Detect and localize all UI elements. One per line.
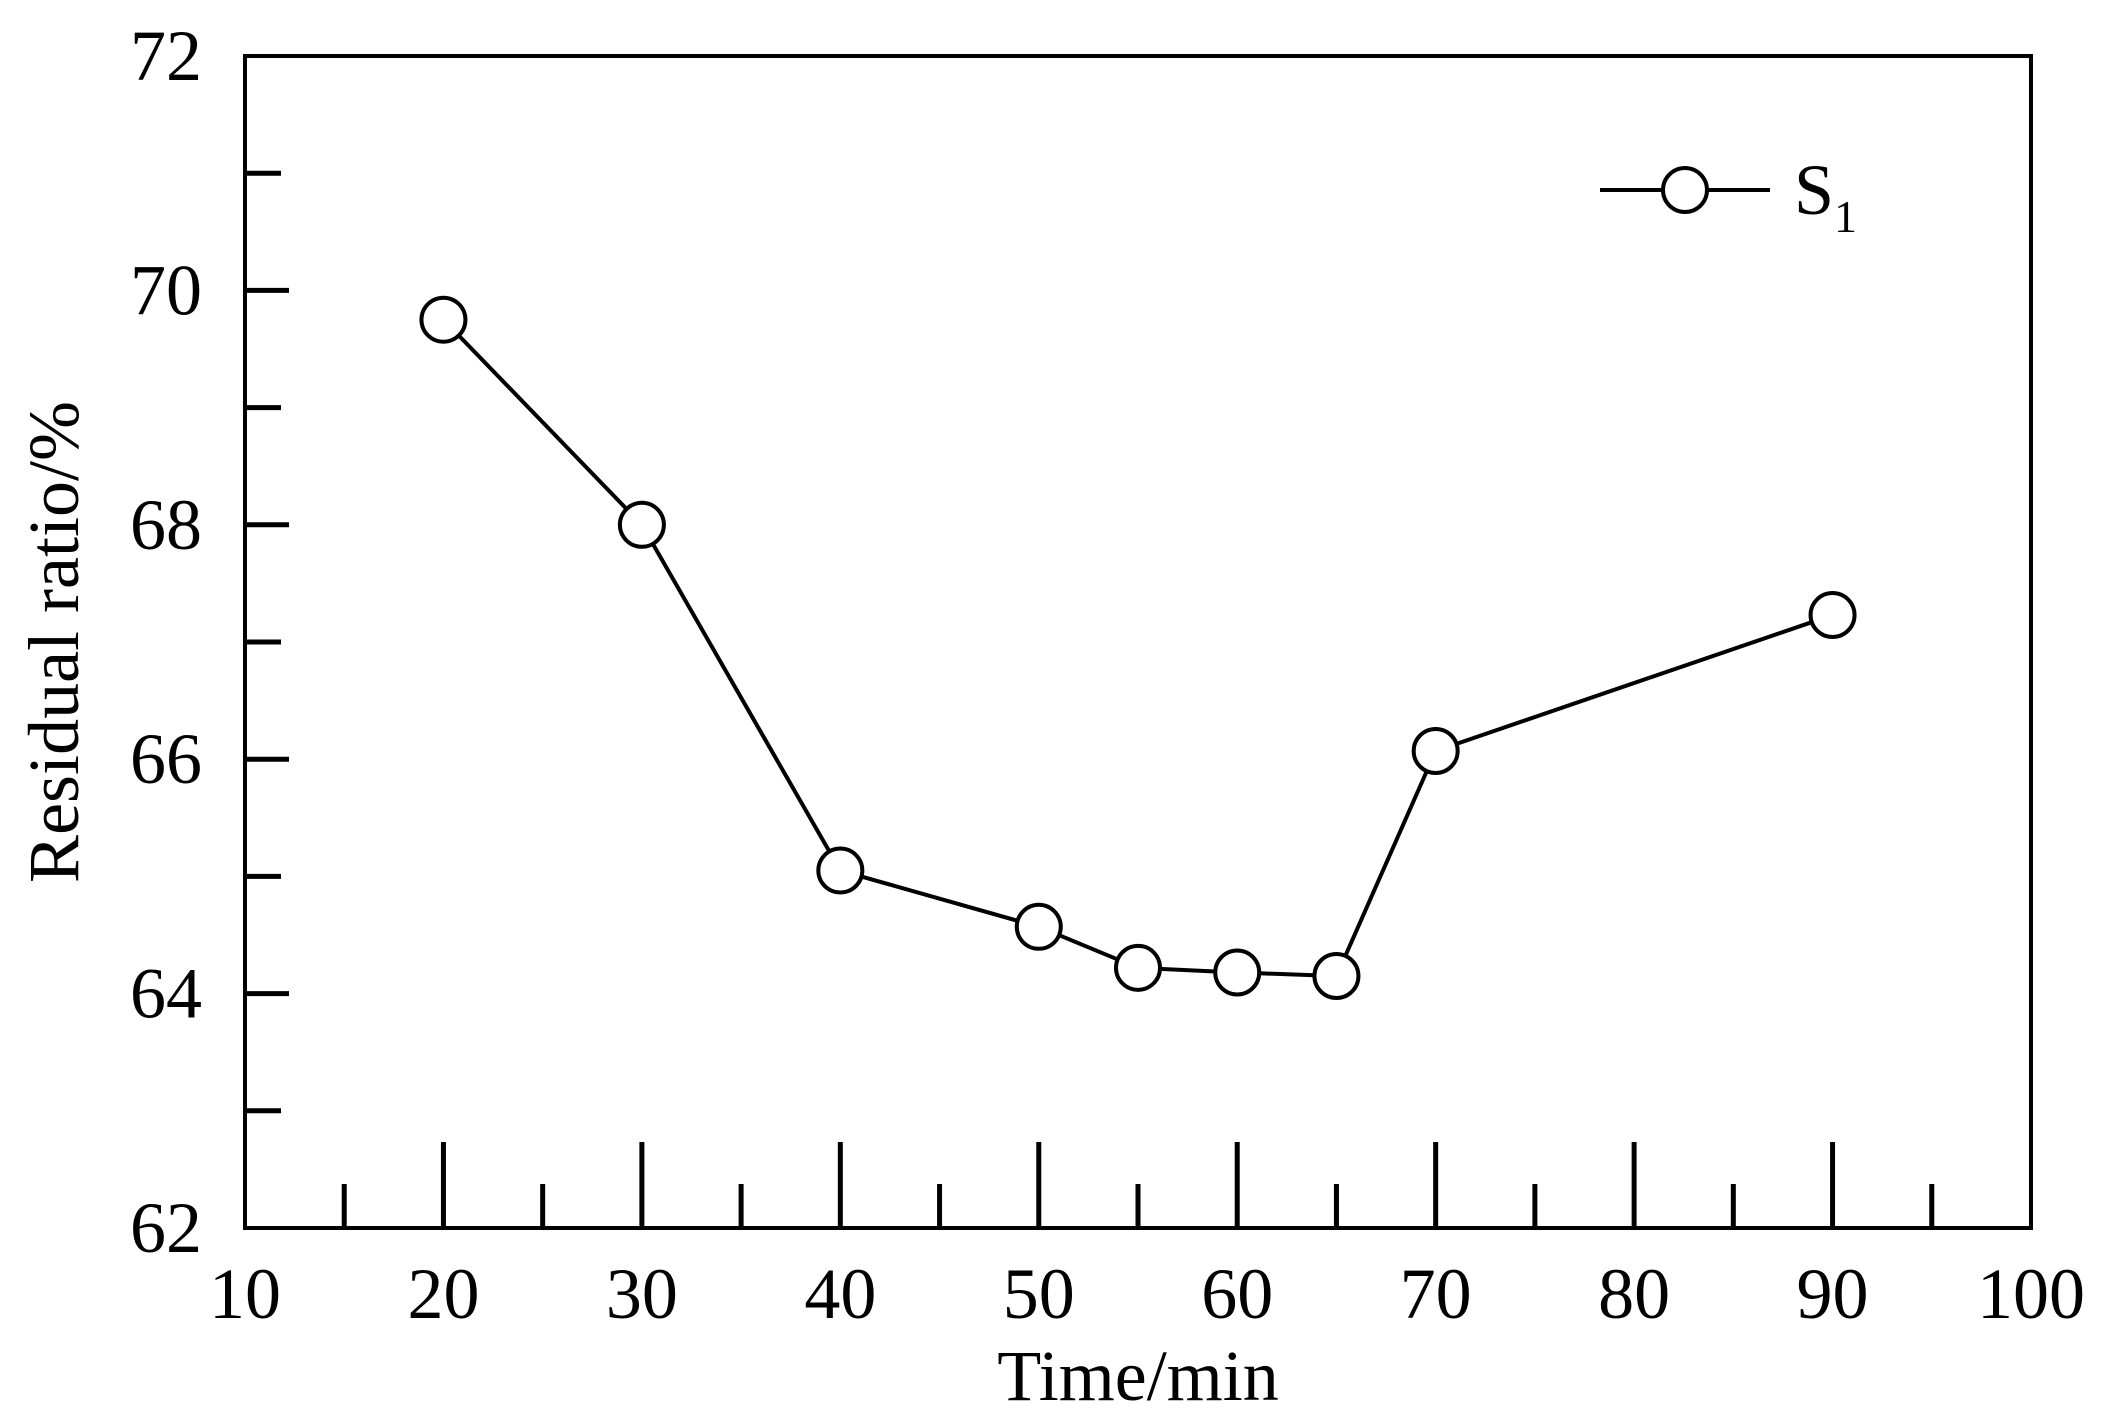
axis-ticks (245, 170, 1935, 1228)
x-tick-label: 10 (209, 1254, 281, 1334)
data-point (419, 295, 468, 344)
legend-label: S1 (1794, 150, 1857, 242)
y-tick-label: 62 (130, 1188, 202, 1268)
y-tick-label: 66 (130, 719, 202, 799)
y-tick-label: 70 (130, 250, 202, 330)
x-tick-label: 70 (1400, 1254, 1472, 1334)
series-segment (1259, 971, 1315, 978)
data-point (617, 500, 666, 549)
series-segment (651, 542, 832, 853)
x-axis-title: Time/min (997, 1336, 1278, 1416)
x-tick-label: 20 (407, 1254, 479, 1334)
x-tick-label: 30 (606, 1254, 678, 1334)
data-point (1411, 726, 1460, 775)
tick-labels: 10 20 30 40 50 60 70 80 90 100 62 64 66 68 70 72 (130, 16, 2085, 1334)
legend-series-name: S (1794, 150, 1834, 230)
legend: S1 (1600, 150, 1857, 242)
series-segment (1455, 620, 1813, 746)
data-point (1114, 943, 1162, 992)
data-point (1312, 952, 1361, 1001)
data-point (1014, 902, 1063, 951)
data-point (816, 846, 865, 895)
plot-frame (243, 54, 2033, 1230)
series-segment (1058, 933, 1119, 962)
x-tick-label: 100 (1977, 1254, 2085, 1334)
legend-series-subscript: 1 (1834, 191, 1857, 242)
x-tick-label: 80 (1598, 1254, 1670, 1334)
data-point (1213, 948, 1262, 997)
y-tick-label: 68 (130, 485, 202, 565)
x-tick-label: 60 (1201, 1254, 1273, 1334)
y-tick-label: 64 (130, 954, 202, 1034)
series-segment (457, 334, 629, 511)
data-point (1808, 591, 1857, 640)
x-tick-label: 90 (1797, 1254, 1869, 1334)
x-tick-label: 50 (1003, 1254, 1075, 1334)
y-tick-label: 72 (130, 16, 202, 96)
y-axis-title: Residual ratio/% (14, 401, 94, 883)
series-segment (1159, 966, 1216, 974)
x-tick-label: 40 (804, 1254, 876, 1334)
series-segment (860, 874, 1019, 923)
legend-marker (1661, 166, 1709, 214)
series-layer (419, 295, 1857, 1001)
series-segment (1343, 770, 1429, 957)
